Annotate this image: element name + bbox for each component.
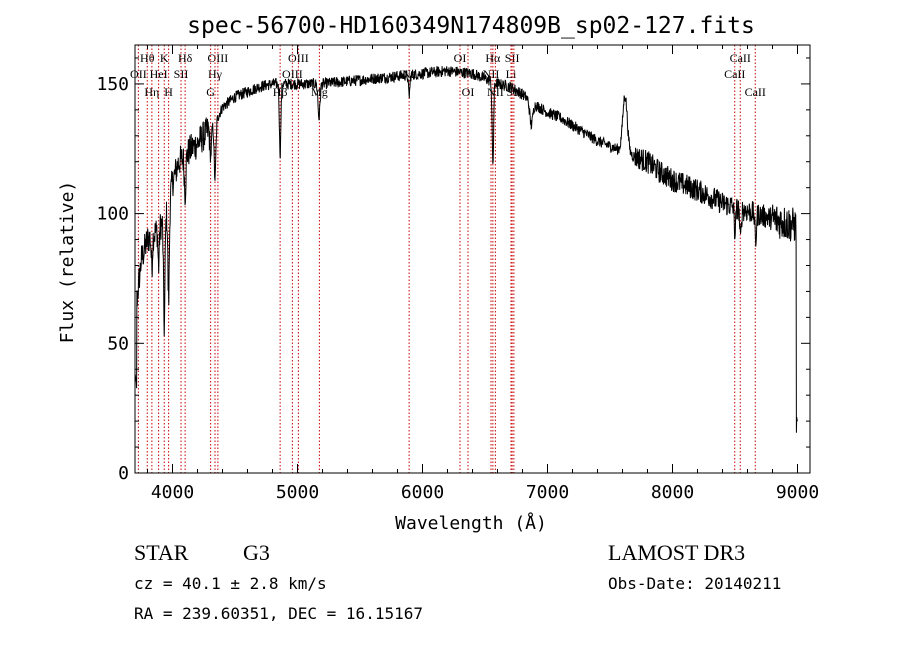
line-marker-label-6: Hδ: [178, 51, 193, 65]
line-marker-label-9: Hγ: [208, 67, 223, 81]
line-marker-label-14: Mg: [311, 85, 328, 99]
x-tick-label-5: 9000: [776, 482, 819, 503]
x-tick-label-0: 4000: [151, 482, 194, 503]
line-marker-label-21: Li: [506, 67, 517, 81]
x-axis-label: Wavelength (Å): [395, 512, 547, 534]
line-marker-label-19: SII: [505, 51, 520, 65]
line-marker-label-10: G: [206, 85, 215, 99]
y-tick-label-2: 100: [96, 204, 129, 225]
y-axis-label: Flux (relative): [57, 181, 78, 344]
x-tick-label-3: 7000: [526, 482, 569, 503]
line-marker-label-16: OI: [454, 51, 467, 65]
object-class: STAR: [134, 540, 189, 565]
redshift-cz: cz = 40.1 ± 2.8 km/s: [134, 574, 327, 593]
line-marker-label-1: OII: [130, 67, 147, 81]
line-marker-label-11: OIII: [288, 51, 309, 65]
survey-name: LAMOST DR3: [608, 540, 746, 565]
line-marker-label-8: OIII: [208, 51, 229, 65]
y-tick-label-0: 0: [118, 463, 129, 484]
line-marker-label-17: OI: [462, 85, 475, 99]
x-tick-label-2: 6000: [401, 482, 444, 503]
plot-axes: 4000 5000 6000 7000 8000 9000 0 50 100 150: [96, 44, 819, 503]
line-marker-label-7: SII: [174, 67, 189, 81]
line-marker-label-2: Hη: [144, 85, 159, 99]
chart-title: spec-56700-HD160349N174809B_sp02-127.fit…: [187, 13, 755, 39]
ra-dec: RA = 239.60351, DEC = 16.15167: [134, 604, 423, 623]
line-marker-label-0: Hθ: [140, 51, 155, 65]
plot-frame: [134, 44, 811, 474]
observation-date: Obs-Date: 20140211: [608, 574, 782, 593]
object-subclass: G3: [243, 540, 270, 565]
line-marker-label-26: CaII: [745, 85, 766, 99]
line-marker-label-24: CaII: [730, 51, 751, 65]
y-tick-label-1: 50: [107, 333, 129, 354]
line-marker-label-25: CaII: [724, 67, 745, 81]
y-tick-label-3: 150: [96, 74, 129, 95]
line-marker-label-3: K: [160, 51, 169, 65]
spectrum-series: [134, 66, 798, 433]
x-tick-label-4: 8000: [651, 482, 694, 503]
line-marker-label-12: OIII: [282, 67, 303, 81]
x-tick-label-1: 5000: [276, 482, 319, 503]
line-marker-label-5: H: [164, 85, 173, 99]
line-marker-label-18: Hα: [485, 51, 501, 65]
line-marker-label-4: HeI: [150, 67, 168, 81]
spectrum-line: [134, 66, 798, 433]
line-marker-label-13: Hβ: [273, 85, 288, 99]
